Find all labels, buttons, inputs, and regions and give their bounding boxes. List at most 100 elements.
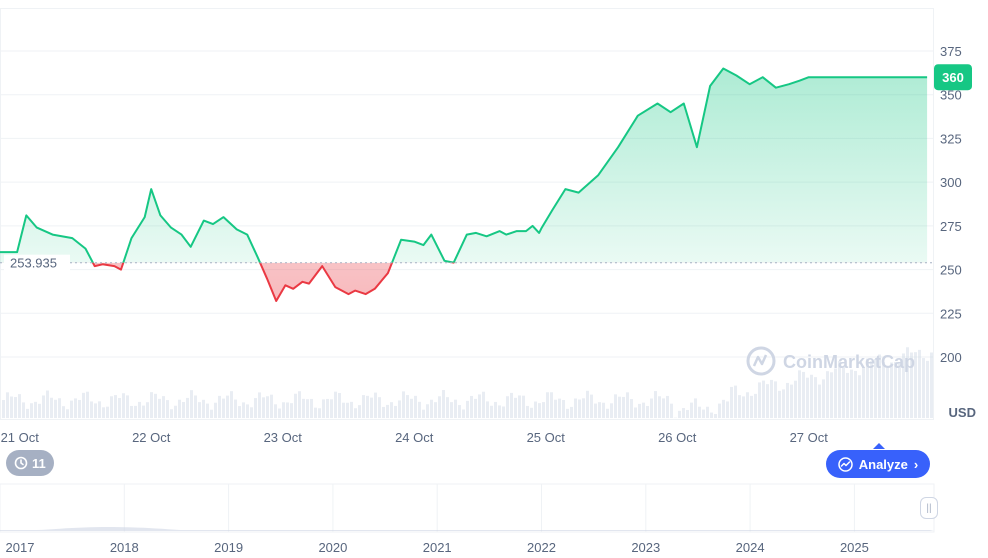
volume-bar <box>250 407 253 418</box>
volume-bar <box>274 404 277 418</box>
volume-bar <box>506 396 509 418</box>
volume-bar <box>910 352 913 418</box>
y-tick-label: 275 <box>940 219 962 234</box>
volume-bar <box>678 410 681 418</box>
volume-bar <box>774 381 777 418</box>
navigator-year-label: 2018 <box>110 540 139 555</box>
volume-bar <box>742 396 745 418</box>
volume-bar <box>366 395 369 418</box>
volume-bar <box>818 384 821 418</box>
volume-bar <box>874 358 877 418</box>
volume-bar <box>618 396 621 418</box>
volume-bar <box>402 391 405 418</box>
volume-bar <box>522 395 525 418</box>
current-price-badge: 360 <box>873 64 972 449</box>
volume-bar <box>18 394 21 418</box>
volume-bar <box>270 394 273 418</box>
volume-bar <box>762 380 765 418</box>
volume-bar <box>646 405 649 418</box>
volume-bar <box>626 392 629 418</box>
x-tick-label: 27 Oct <box>790 430 829 445</box>
volume-bar <box>502 406 505 418</box>
volume-bar <box>582 398 585 418</box>
x-tick-label: 26 Oct <box>658 430 697 445</box>
volume-bar <box>834 368 837 418</box>
history-icon <box>14 456 28 470</box>
volume-bar <box>558 398 561 418</box>
volume-bar <box>714 414 717 418</box>
volume-bar <box>702 409 705 418</box>
volume-bar <box>730 386 733 418</box>
volume-bar <box>614 394 617 418</box>
navigator-year-label: 2024 <box>736 540 765 555</box>
volume-bar <box>726 401 729 418</box>
volume-bar <box>410 398 413 418</box>
baseline-label: 253.935 <box>10 256 57 271</box>
volume-bar <box>122 393 125 418</box>
volume-bar <box>790 384 793 418</box>
analyze-button[interactable]: Analyze › <box>826 450 930 478</box>
volume-bar <box>226 395 229 418</box>
volume-bar <box>110 396 113 418</box>
volume-bar <box>422 409 425 418</box>
area-fill-up <box>0 68 928 263</box>
volume-bar <box>658 396 661 418</box>
volume-bar <box>598 402 601 418</box>
volume-bar <box>454 399 457 418</box>
volume-bar <box>310 398 313 418</box>
volume-bar <box>710 412 713 418</box>
volume-bar <box>362 395 365 418</box>
navigator-handle[interactable]: || <box>920 497 938 519</box>
volume-bar <box>86 391 89 418</box>
volume-bar <box>282 402 285 418</box>
volume-bar <box>734 385 737 418</box>
volume-bar <box>694 398 697 418</box>
volume-bar <box>154 393 157 418</box>
y-tick-label: 325 <box>940 131 962 146</box>
volume-bar <box>926 360 929 418</box>
navigator[interactable]: 2017 2018 2019 2020 2021 2022 2023 2024 2025 <box>0 483 935 555</box>
volume-bar <box>206 403 209 418</box>
volume-bar <box>898 363 901 418</box>
navigator-year-label: 2022 <box>527 540 556 555</box>
volume-bar <box>878 354 881 418</box>
navigator-year-label: 2017 <box>6 540 35 555</box>
history-button[interactable]: 11 <box>6 450 54 476</box>
volume-bar <box>886 367 889 418</box>
volume-bar <box>230 391 233 418</box>
volume-bar <box>342 402 345 418</box>
volume-bar <box>802 371 805 418</box>
volume-bar <box>890 362 893 418</box>
volume-bar <box>706 406 709 418</box>
volume-bar <box>218 395 221 418</box>
volume-bar <box>306 399 309 418</box>
volume-bar <box>294 393 297 418</box>
volume-bar <box>322 399 325 418</box>
chevron-right-icon: › <box>913 456 919 472</box>
x-tick-label: 21 Oct <box>1 430 40 445</box>
volume-bar <box>902 353 905 418</box>
volume-bar <box>146 402 149 418</box>
volume-bar <box>630 399 633 418</box>
volume-bar <box>550 392 553 418</box>
volume-bar <box>854 370 857 418</box>
analyze-label: Analyze <box>858 456 908 472</box>
volume-bar <box>318 408 321 418</box>
current-price-label: 360 <box>942 70 964 85</box>
volume-bar <box>922 358 925 418</box>
volume-bar <box>70 400 73 418</box>
volume-bar <box>374 392 377 418</box>
volume-bar <box>570 406 573 418</box>
volume-bar <box>490 405 493 418</box>
y-tick-label: 350 <box>940 88 962 103</box>
volume-bar <box>722 399 725 418</box>
volume-bar <box>450 402 453 418</box>
price-line-up <box>0 67 928 263</box>
volume-bar <box>894 361 897 418</box>
volume-bar <box>534 401 537 418</box>
volume-bar <box>510 392 513 418</box>
y-tick-label: 200 <box>940 350 962 365</box>
volume-bar <box>698 406 701 418</box>
history-count: 11 <box>32 455 46 471</box>
